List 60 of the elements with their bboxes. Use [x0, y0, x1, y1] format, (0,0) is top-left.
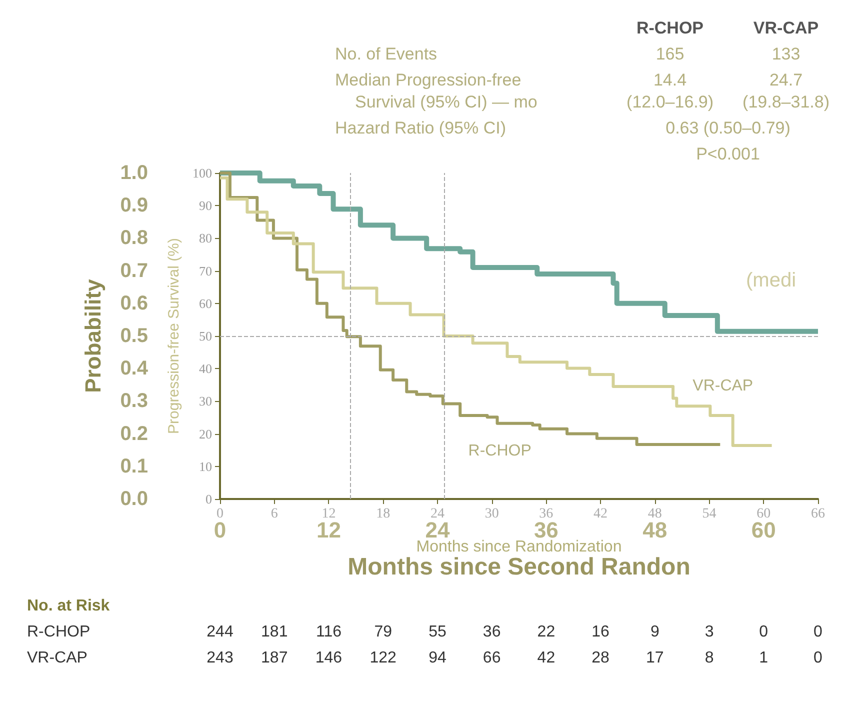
text: R-CHOP	[636, 18, 704, 38]
y-tick-label: 30	[199, 394, 212, 409]
x-tick-label: 54	[702, 506, 716, 522]
x-axis-title: Months since Randomization	[416, 538, 622, 556]
text: 243 187 146 122 94 66 42 28 17 8 1 0	[206, 650, 822, 666]
text: VR-CAP	[753, 18, 819, 38]
y-tick-label: 40	[199, 361, 212, 376]
y2-tick-label: 0.4	[120, 358, 149, 380]
text: Hazard Ratio (95% CI)	[335, 118, 506, 138]
y2-tick-label: 0.7	[120, 260, 148, 282]
x-tick-label: 42	[594, 506, 608, 522]
x-tick-label: 36	[539, 506, 554, 522]
y2-tick-label: 0.0	[120, 488, 148, 510]
y-tick-label: 10	[199, 458, 212, 474]
y-tick-label: 90	[199, 198, 212, 214]
y-tick-label: 0	[206, 492, 212, 506]
y-tick-label: 50	[199, 328, 212, 344]
text: Survival (95% CI) — mo	[355, 92, 538, 112]
y-axis-title: Progression-free Survival (%)	[166, 238, 183, 434]
y-tick-label: 100	[192, 166, 212, 180]
text: 14.4	[653, 70, 687, 90]
y2-tick-label: 0.2	[120, 422, 148, 445]
text: P<0.001	[696, 144, 760, 164]
y2-tick-label: 0.9	[120, 194, 148, 217]
text: 165	[656, 44, 684, 64]
x-tick-label: 12	[322, 506, 336, 522]
y-tick-label: 70	[199, 263, 212, 278]
y-tick-label: 60	[199, 296, 212, 311]
text: No. of Events	[335, 44, 438, 64]
y2-tick-label: 0.3	[120, 390, 148, 412]
x-tick-label: 6	[270, 506, 278, 522]
x-tick-label: 48	[648, 506, 662, 522]
y2-tick-label: 1.0	[120, 162, 148, 184]
x-tick-label: 24	[430, 506, 444, 522]
series-label: R-CHOP	[468, 442, 532, 460]
text: (12.0–16.9)	[626, 92, 714, 112]
y2-axis-title: Probability	[80, 278, 106, 393]
text: Median Progression-free	[335, 70, 522, 90]
y-tick-label: 20	[199, 426, 212, 442]
y-tick-label: 80	[199, 230, 212, 246]
y2-tick-label: 0.6	[120, 292, 148, 314]
x2-axis-title: Months since Second Randon	[348, 554, 690, 580]
y2-tick-label: 0.8	[120, 227, 148, 250]
x-tick-label: 66	[811, 506, 825, 522]
text: VR-CAP	[27, 650, 88, 666]
text: 244 181 116 79 55 36 22 16 9 3 0 0	[206, 624, 822, 640]
text: 0.63 (0.50–0.79)	[666, 118, 790, 138]
text: 133	[772, 44, 800, 64]
x-tick-label: 60	[756, 506, 771, 522]
annotation: (medi	[746, 270, 796, 292]
x-tick-label: 0	[216, 506, 224, 522]
text: R-CHOP	[27, 624, 90, 640]
y2-tick-label: 0.5	[120, 325, 148, 347]
series-label: VR-CAP	[692, 378, 754, 395]
x-tick-label: 30	[484, 506, 499, 522]
text: (19.8–31.8)	[742, 92, 830, 112]
text: No. at Risk	[27, 598, 110, 614]
y2-tick-label: 0.1	[120, 455, 148, 478]
x-tick-label: 18	[376, 506, 390, 522]
text: 24.7	[769, 70, 803, 90]
